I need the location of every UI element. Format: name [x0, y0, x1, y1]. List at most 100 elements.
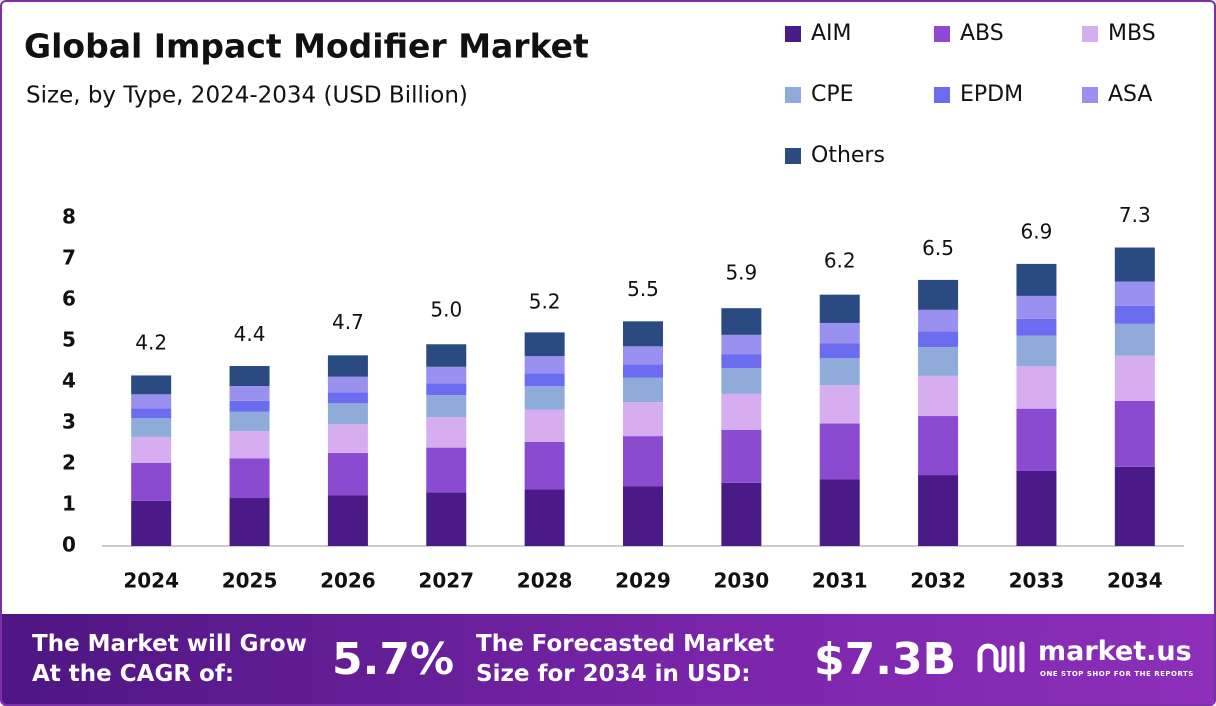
bar-segment — [131, 394, 172, 409]
total-label: 5.2 — [529, 289, 561, 313]
bar-segment — [1114, 323, 1155, 356]
total-label: 4.7 — [332, 310, 364, 334]
bar-segment — [1114, 400, 1155, 467]
y-tick-label: 8 — [62, 205, 76, 229]
x-tick-label: 2030 — [714, 569, 770, 593]
bar-segment — [721, 368, 762, 394]
total-label: 5.5 — [627, 277, 659, 301]
bar-segment — [426, 447, 467, 493]
bar-segment — [721, 429, 762, 483]
bar-segment — [623, 321, 663, 347]
x-tick-label: 2031 — [812, 569, 868, 593]
legend-label: ABS — [960, 21, 1004, 46]
legend-swatch — [934, 87, 950, 103]
bar-segment — [721, 334, 762, 355]
legend-swatch — [785, 87, 801, 103]
bar-segment — [131, 375, 172, 395]
bar-segment — [229, 458, 270, 499]
bar-segment — [426, 395, 467, 418]
bar-segment — [1016, 408, 1057, 471]
bar-segment — [819, 358, 860, 386]
bar-segment — [623, 364, 663, 378]
bar-segment — [721, 308, 762, 335]
y-tick-label: 3 — [62, 410, 76, 434]
bar-segment — [623, 436, 663, 487]
total-label: 5.0 — [430, 298, 462, 322]
bar-segment — [229, 400, 270, 412]
bar-segment — [623, 377, 663, 403]
total-label: 5.9 — [725, 261, 757, 285]
bar-segment — [229, 366, 270, 387]
forecast-value: $7.3B — [814, 634, 957, 685]
cagr-value: 5.7% — [332, 634, 455, 685]
legend-label: ASA — [1108, 82, 1152, 107]
bar-segment — [327, 424, 368, 453]
bar-segment — [819, 322, 860, 344]
legend-label: MBS — [1108, 21, 1156, 46]
bar-segment — [229, 411, 270, 432]
bar-segment — [1016, 335, 1057, 367]
bar-segment — [918, 475, 959, 546]
total-label: 6.9 — [1021, 220, 1053, 244]
bar-segment — [131, 500, 172, 546]
bar-segment — [1114, 466, 1155, 546]
x-tick-label: 2033 — [1009, 569, 1065, 593]
brand: market.us — [1038, 636, 1192, 667]
bar-segment — [819, 294, 860, 323]
bar-segment — [918, 416, 959, 476]
x-tick-label: 2028 — [517, 569, 573, 593]
bar-segment — [524, 373, 565, 387]
bar-segment — [721, 354, 762, 369]
chart-title: Global Impact Modifier Market — [24, 27, 589, 66]
x-tick-label: 2032 — [910, 569, 966, 593]
x-tick-label: 2025 — [222, 569, 278, 593]
total-label: 6.5 — [922, 236, 954, 260]
footer: The Market will Grow At the CAGR of: 5.7%… — [2, 614, 1214, 704]
x-tick-label: 2029 — [615, 569, 671, 593]
bar-segment — [524, 489, 565, 546]
bar-segment — [819, 385, 860, 424]
total-label: 7.3 — [1119, 203, 1151, 227]
legend-label: CPE — [811, 82, 854, 107]
legend-swatch — [1082, 87, 1098, 103]
legend-label: AIM — [811, 21, 852, 46]
total-label: 6.2 — [824, 248, 856, 272]
y-tick-label: 1 — [62, 492, 76, 516]
y-tick-label: 2 — [62, 451, 76, 475]
bar-segment — [819, 423, 860, 480]
legend-swatch — [934, 26, 950, 42]
bar-segment — [426, 366, 467, 384]
bar-segment — [327, 392, 368, 404]
chart-subtitle: Size, by Type, 2024-2034 (USD Billion) — [26, 83, 468, 109]
y-tick-label: 7 — [62, 246, 76, 270]
bar-segment — [819, 343, 860, 359]
legend-swatch — [785, 26, 801, 42]
bar-segment — [229, 431, 270, 459]
x-tick-label: 2024 — [123, 569, 179, 593]
tagline: ONE STOP SHOP FOR THE REPORTS — [1040, 670, 1194, 678]
text-line: The Forecasted Market — [476, 631, 775, 657]
bar-segment — [918, 309, 959, 332]
bar-segment — [721, 393, 762, 430]
cagr-text: The Market will Grow At the CAGR of: — [32, 629, 307, 689]
x-tick-label: 2034 — [1107, 569, 1163, 593]
bar-segment — [819, 479, 860, 546]
y-tick-label: 6 — [62, 287, 76, 311]
total-label: 4.4 — [234, 322, 266, 346]
bar-segment — [918, 331, 959, 348]
bar-segment — [918, 375, 959, 417]
legend-label: EPDM — [960, 82, 1023, 107]
bar-segment — [1114, 281, 1155, 306]
bar-segment — [1016, 318, 1057, 336]
bar-segment — [524, 441, 565, 490]
x-tick-label: 2026 — [320, 569, 376, 593]
total-label: 4.2 — [135, 330, 167, 354]
bar-segment — [426, 344, 467, 367]
bar-segment — [1016, 366, 1057, 409]
logo-icon — [977, 641, 1025, 673]
bar-segment — [1016, 470, 1057, 546]
bar-segment — [524, 356, 565, 374]
bar-segment — [623, 486, 663, 546]
bar-segment — [524, 386, 565, 410]
